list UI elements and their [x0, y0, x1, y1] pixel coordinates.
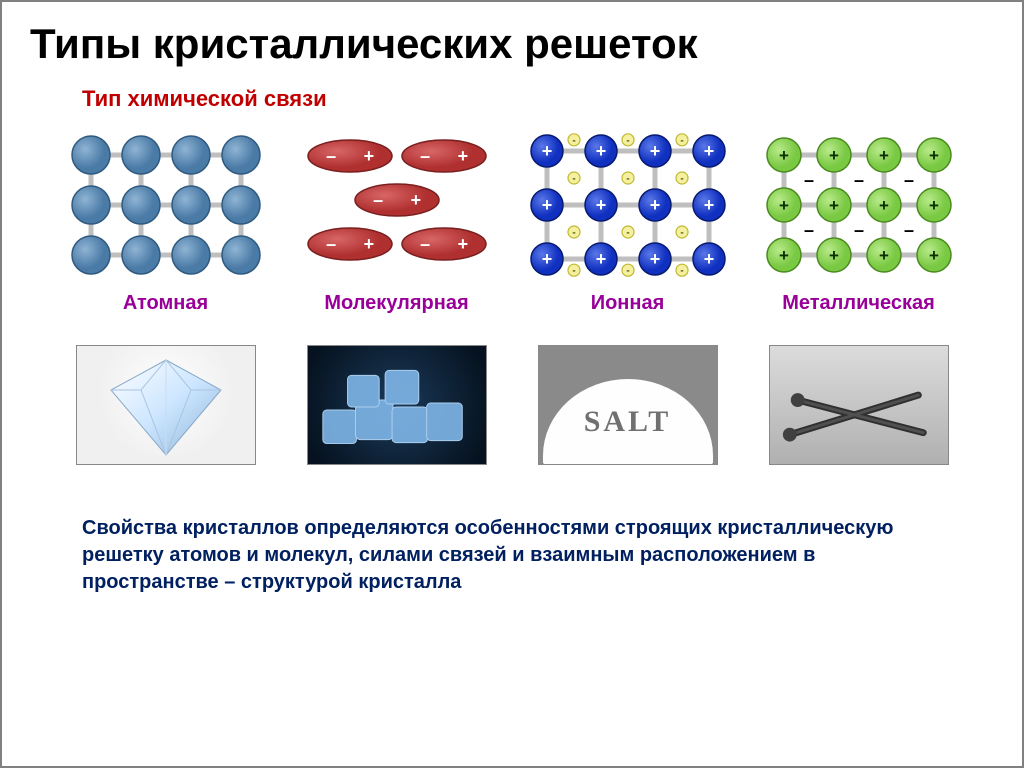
- svg-text:+: +: [929, 246, 939, 265]
- svg-text:+: +: [779, 146, 789, 165]
- svg-text:–: –: [373, 190, 383, 210]
- svg-text:–: –: [326, 146, 336, 166]
- svg-text:–: –: [420, 146, 430, 166]
- svg-text:+: +: [879, 196, 889, 215]
- svg-text:+: +: [779, 196, 789, 215]
- svg-text:-: -: [626, 174, 629, 185]
- svg-text:+: +: [829, 146, 839, 165]
- svg-text:–: –: [326, 234, 336, 254]
- svg-text:-: -: [572, 135, 575, 146]
- example-photos-row: SALT: [50, 345, 974, 475]
- svg-text:+: +: [595, 195, 606, 215]
- svg-text:-: -: [680, 266, 683, 277]
- svg-text:+: +: [457, 146, 468, 166]
- svg-text:+: +: [541, 141, 552, 161]
- photo-salt: SALT: [538, 345, 718, 465]
- svg-text:+: +: [929, 196, 939, 215]
- photo-nails: [769, 345, 949, 465]
- svg-text:+: +: [457, 234, 468, 254]
- svg-text:–: –: [853, 220, 863, 240]
- photo-ice: [307, 345, 487, 465]
- svg-text:-: -: [680, 135, 683, 146]
- label-atomic: Атомная: [56, 292, 276, 315]
- svg-text:–: –: [903, 220, 913, 240]
- svg-text:+: +: [410, 190, 421, 210]
- metallic-lattice-diagram: ++++++++++++––––––: [749, 133, 969, 277]
- label-molecular: Молекулярная: [287, 292, 507, 315]
- svg-text:+: +: [541, 249, 552, 269]
- svg-text:+: +: [829, 196, 839, 215]
- svg-text:-: -: [626, 228, 629, 239]
- svg-text:–: –: [853, 170, 863, 190]
- ionic-lattice-diagram: + + + + + + + + + + + + - - - - - - - - - - - -: [518, 130, 738, 280]
- svg-text:+: +: [649, 195, 660, 215]
- subtitle: Тип химической связи: [82, 86, 994, 112]
- svg-text:+: +: [929, 146, 939, 165]
- svg-text:+: +: [363, 234, 374, 254]
- photo-diamond: [76, 345, 256, 465]
- svg-text:-: -: [680, 174, 683, 185]
- svg-text:+: +: [703, 249, 714, 269]
- svg-text:-: -: [572, 228, 575, 239]
- svg-text:+: +: [779, 246, 789, 265]
- label-ionic: Ионная: [518, 292, 738, 315]
- svg-text:+: +: [363, 146, 374, 166]
- lattice-labels-row: Атомная Молекулярная Ионная Металлическа…: [50, 292, 974, 315]
- salt-label: SALT: [584, 405, 672, 439]
- lattice-diagrams-row: –+–+–+–+–+ ++++++++++++------------ ++++…: [50, 130, 974, 280]
- svg-text:+: +: [829, 246, 839, 265]
- svg-text:–: –: [420, 234, 430, 254]
- svg-text:-: -: [572, 174, 575, 185]
- svg-text:+: +: [703, 141, 714, 161]
- svg-text:+: +: [879, 246, 889, 265]
- svg-text:-: -: [626, 135, 629, 146]
- svg-text:+: +: [649, 141, 660, 161]
- atomic-lattice-diagram: [56, 132, 276, 278]
- page-title: Типы кристаллических решеток: [30, 20, 994, 68]
- svg-text:+: +: [595, 141, 606, 161]
- svg-text:-: -: [680, 228, 683, 239]
- molecular-lattice-diagram: – + – + – + – + – +: [287, 134, 507, 276]
- svg-text:+: +: [703, 195, 714, 215]
- label-metallic: Металлическая: [749, 292, 969, 315]
- svg-text:–: –: [903, 170, 913, 190]
- svg-text:+: +: [541, 195, 552, 215]
- svg-text:-: -: [626, 266, 629, 277]
- svg-text:–: –: [803, 170, 813, 190]
- svg-text:–: –: [803, 220, 813, 240]
- svg-text:+: +: [595, 249, 606, 269]
- svg-text:+: +: [649, 249, 660, 269]
- body-paragraph: Свойства кристаллов определяются особенн…: [82, 515, 942, 596]
- svg-text:+: +: [879, 146, 889, 165]
- svg-text:-: -: [572, 266, 575, 277]
